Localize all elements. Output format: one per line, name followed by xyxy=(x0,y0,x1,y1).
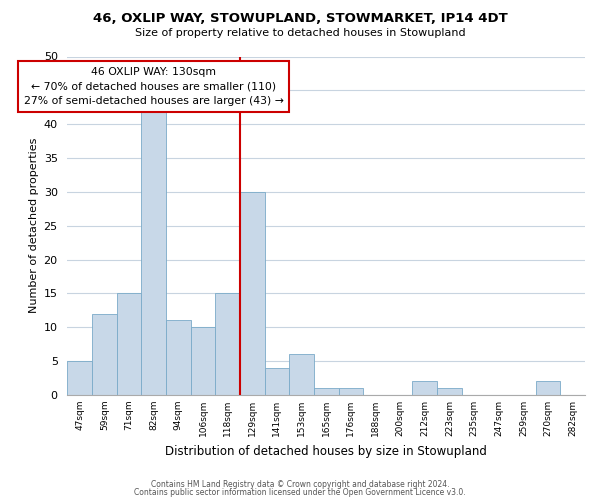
Bar xyxy=(92,314,117,395)
Bar xyxy=(412,382,437,395)
Text: 46 OXLIP WAY: 130sqm
← 70% of detached houses are smaller (110)
27% of semi-deta: 46 OXLIP WAY: 130sqm ← 70% of detached h… xyxy=(24,66,284,106)
Bar xyxy=(191,327,215,395)
Y-axis label: Number of detached properties: Number of detached properties xyxy=(29,138,40,314)
Bar xyxy=(265,368,289,395)
Bar xyxy=(289,354,314,395)
Text: Size of property relative to detached houses in Stowupland: Size of property relative to detached ho… xyxy=(134,28,466,38)
Bar xyxy=(536,382,560,395)
Bar xyxy=(338,388,363,395)
Bar xyxy=(314,388,338,395)
Bar xyxy=(240,192,265,395)
Text: Contains public sector information licensed under the Open Government Licence v3: Contains public sector information licen… xyxy=(134,488,466,497)
Bar xyxy=(142,110,166,395)
Text: Contains HM Land Registry data © Crown copyright and database right 2024.: Contains HM Land Registry data © Crown c… xyxy=(151,480,449,489)
Bar xyxy=(117,294,142,395)
Bar xyxy=(437,388,462,395)
Text: 46, OXLIP WAY, STOWUPLAND, STOWMARKET, IP14 4DT: 46, OXLIP WAY, STOWUPLAND, STOWMARKET, I… xyxy=(92,12,508,26)
Bar xyxy=(67,361,92,395)
Bar xyxy=(215,294,240,395)
Bar xyxy=(166,320,191,395)
X-axis label: Distribution of detached houses by size in Stowupland: Distribution of detached houses by size … xyxy=(165,444,487,458)
